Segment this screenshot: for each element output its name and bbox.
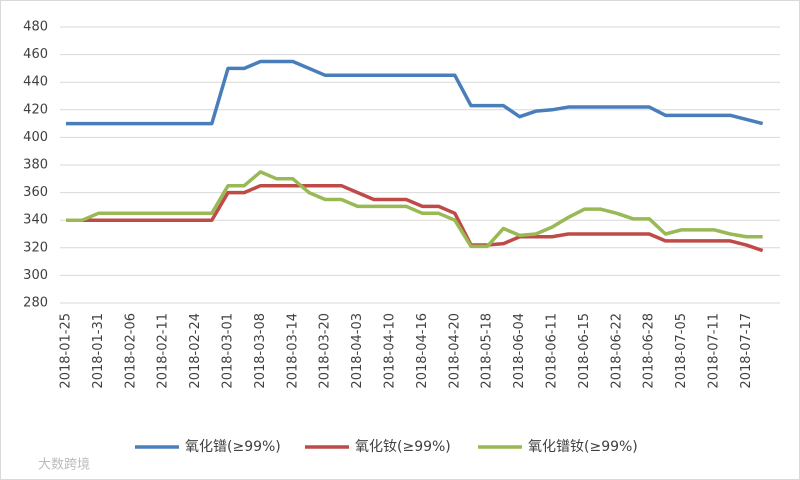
x-tick-label: 2018-06-11: [545, 313, 560, 389]
x-tick-label: 2018-02-06: [123, 313, 138, 389]
x-tick-label: 2018-02-11: [156, 313, 171, 389]
y-tick-label: 280: [23, 296, 48, 311]
legend-label: 氧化镨钕(≥99%): [528, 439, 638, 455]
y-tick-label: 320: [23, 240, 48, 255]
x-tick-label: 2018-04-10: [383, 313, 398, 389]
x-tick-label: 2018-01-25: [59, 313, 74, 389]
y-tick-label: 380: [23, 158, 48, 173]
y-tick-label: 440: [23, 75, 48, 90]
x-tick-label: 2018-03-08: [253, 313, 268, 389]
x-tick-label: 2018-03-14: [285, 313, 300, 389]
x-tick-label: 2018-07-11: [707, 313, 722, 389]
x-tick-label: 2018-01-31: [91, 313, 106, 389]
legend-label: 氧化镨(≥99%): [185, 439, 281, 455]
y-tick-label: 400: [23, 130, 48, 145]
line: [66, 183, 764, 253]
x-tick-label: 2018-06-28: [642, 313, 657, 389]
legend-label: 氧化钕(≥99%): [355, 439, 451, 455]
x-tick-label: 2018-06-15: [577, 313, 592, 389]
x-tick-label: 2018-07-05: [674, 313, 689, 389]
y-tick-label: 480: [23, 20, 48, 35]
y-tick-label: 460: [23, 47, 48, 62]
x-tick-label: 2018-02-24: [188, 313, 203, 389]
x-tick-label: 2018-06-04: [512, 313, 527, 389]
y-tick-label: 360: [23, 185, 48, 200]
watermark: 大数跨境: [38, 458, 90, 473]
y-tick-label: 300: [23, 268, 48, 283]
x-tick-label: 2018-04-16: [415, 313, 430, 389]
x-tick-label: 2018-03-01: [221, 313, 236, 389]
line: [66, 170, 763, 249]
y-tick-label: 420: [23, 102, 48, 117]
x-tick-label: 2018-03-20: [318, 313, 333, 389]
x-tick-label: 2018-05-18: [480, 313, 495, 389]
x-tick-label: 2018-04-03: [350, 313, 365, 389]
x-tick-label: 2018-07-17: [739, 313, 754, 389]
line: [66, 59, 764, 126]
y-tick-label: 340: [23, 213, 48, 228]
x-tick-label: 2018-04-20: [447, 313, 462, 389]
x-tick-label: 2018-06-22: [609, 313, 624, 389]
